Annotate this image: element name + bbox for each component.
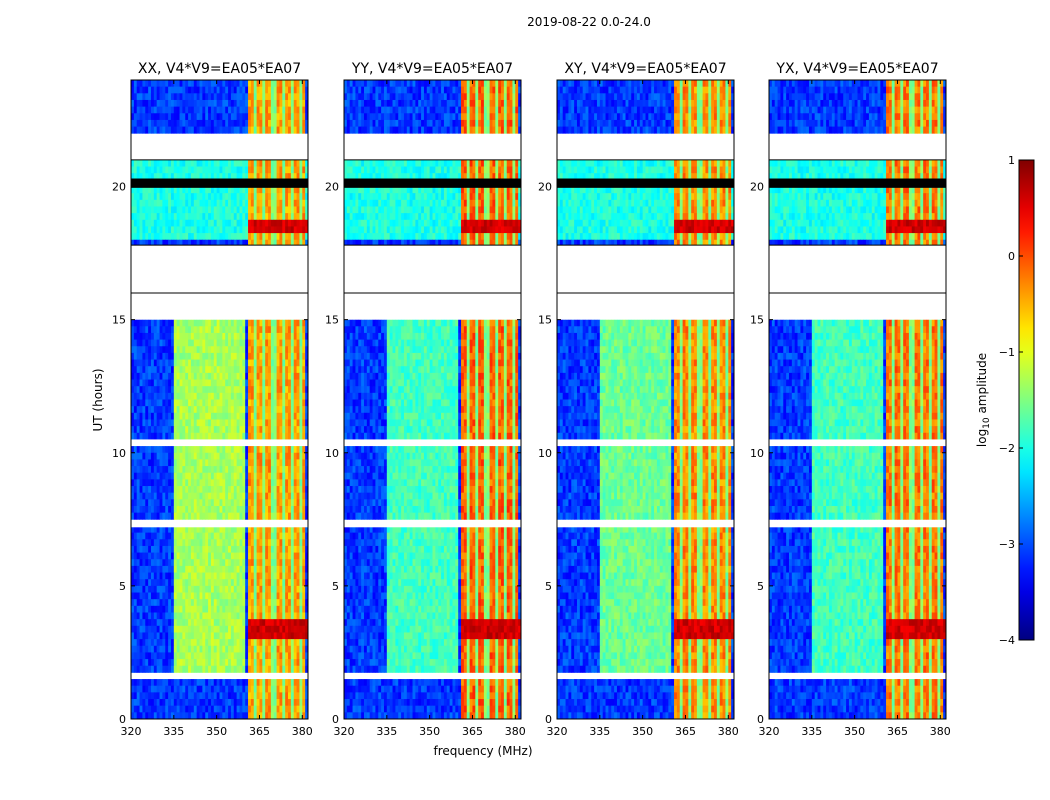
panel-title: XY, V4*V9=EA05*EA07 bbox=[564, 61, 726, 77]
colorbar: 1 0 −1 −2 −3 −4 bbox=[999, 154, 1035, 647]
x-tick-label: 320 bbox=[547, 725, 568, 738]
colorbar-tick-label: 0 bbox=[1008, 250, 1015, 263]
y-tick-label: 20 bbox=[325, 181, 339, 194]
flagged-band bbox=[769, 673, 946, 678]
x-tick-label: 380 bbox=[292, 725, 313, 738]
y-tick-label: 0 bbox=[757, 713, 764, 726]
panel-4: YX, V4*V9=EA05*EA07 320 335 350 365 380 0 5 10 15… bbox=[750, 61, 951, 738]
flagged-band bbox=[769, 135, 946, 160]
y-tick-label: 10 bbox=[112, 447, 126, 460]
flagged-band bbox=[344, 135, 521, 160]
y-tick-label: 5 bbox=[545, 580, 552, 593]
x-tick-label: 380 bbox=[930, 725, 951, 738]
y-tick-label: 10 bbox=[538, 447, 552, 460]
flagged-band bbox=[131, 673, 308, 678]
x-tick-label: 320 bbox=[121, 725, 142, 738]
x-tick-label: 350 bbox=[419, 725, 440, 738]
y-tick-label: 5 bbox=[119, 580, 126, 593]
panel-frame bbox=[343, 79, 522, 720]
x-tick-label: 380 bbox=[718, 725, 739, 738]
flagged-band bbox=[769, 245, 946, 320]
y-tick-label: 0 bbox=[119, 713, 126, 726]
flagged-band bbox=[344, 673, 521, 678]
colorbar-label-subscript: 10 bbox=[982, 417, 992, 429]
x-tick-label: 320 bbox=[334, 725, 355, 738]
y-tick-label: 20 bbox=[750, 181, 764, 194]
panel-3: XY, V4*V9=EA05*EA07 320 335 350 365 380 0 5 10 15… bbox=[538, 61, 739, 738]
y-tick-label: 15 bbox=[538, 314, 552, 327]
flagged-band bbox=[131, 135, 308, 160]
y-tick-label: 0 bbox=[332, 713, 339, 726]
panel-title: XX, V4*V9=EA05*EA07 bbox=[138, 61, 301, 77]
y-tick-label: 5 bbox=[332, 580, 339, 593]
x-tick-label: 350 bbox=[206, 725, 227, 738]
panel-heatmap bbox=[131, 80, 308, 719]
flagged-band bbox=[131, 520, 308, 528]
y-tick-label: 0 bbox=[545, 713, 552, 726]
flagged-band bbox=[344, 439, 521, 445]
flagged-band bbox=[131, 245, 308, 320]
y-tick-label: 15 bbox=[325, 314, 339, 327]
flagged-band bbox=[344, 520, 521, 528]
panel-heatmap bbox=[344, 80, 521, 719]
x-tick-label: 365 bbox=[249, 725, 270, 738]
y-tick-label: 20 bbox=[112, 181, 126, 194]
flagged-band bbox=[557, 520, 734, 528]
x-tick-label: 365 bbox=[887, 725, 908, 738]
x-tick-label: 335 bbox=[163, 725, 184, 738]
x-axis-label: frequency (MHz) bbox=[433, 744, 532, 758]
y-tick-label: 10 bbox=[325, 447, 339, 460]
figure-suptitle: 2019-08-22 0.0-24.0 bbox=[527, 15, 651, 29]
x-tick-label: 320 bbox=[759, 725, 780, 738]
panel-frame bbox=[768, 79, 947, 720]
x-tick-label: 335 bbox=[589, 725, 610, 738]
flagged-band bbox=[557, 135, 734, 160]
flagged-row bbox=[344, 178, 521, 188]
x-tick-label: 335 bbox=[801, 725, 822, 738]
flagged-row bbox=[131, 178, 308, 188]
colorbar-tick-label: −4 bbox=[999, 634, 1015, 647]
panel-frame bbox=[556, 79, 735, 720]
flagged-band bbox=[557, 245, 734, 320]
flagged-band bbox=[131, 439, 308, 445]
y-tick-label: 5 bbox=[757, 580, 764, 593]
y-tick-label: 15 bbox=[750, 314, 764, 327]
colorbar-gradient bbox=[1018, 159, 1035, 641]
flagged-band bbox=[769, 520, 946, 528]
colorbar-tick-label: −2 bbox=[999, 442, 1015, 455]
flagged-row bbox=[557, 178, 734, 188]
flagged-band bbox=[557, 673, 734, 678]
panel-title: YX, V4*V9=EA05*EA07 bbox=[775, 61, 938, 77]
panel-frame bbox=[130, 79, 309, 720]
x-tick-label: 365 bbox=[675, 725, 696, 738]
flagged-band bbox=[557, 439, 734, 445]
x-tick-label: 365 bbox=[462, 725, 483, 738]
flagged-row bbox=[769, 178, 946, 188]
panel-heatmap bbox=[557, 80, 734, 719]
colorbar-tick-label: −3 bbox=[999, 538, 1015, 551]
colorbar-tick-label: 1 bbox=[1008, 154, 1015, 167]
colorbar-tick-label: −1 bbox=[999, 346, 1015, 359]
y-tick-label: 20 bbox=[538, 181, 552, 194]
colorbar-label: log10 amplitude bbox=[975, 353, 992, 447]
y-tick-label: 15 bbox=[112, 314, 126, 327]
flagged-band bbox=[344, 245, 521, 320]
x-tick-label: 335 bbox=[376, 725, 397, 738]
x-tick-label: 350 bbox=[844, 725, 865, 738]
colorbar-label-log: log bbox=[975, 429, 989, 447]
panels: XX, V4*V9=EA05*EA07 320 335 350 365 380 0 5 10 15… bbox=[112, 61, 951, 738]
panel-1: XX, V4*V9=EA05*EA07 320 335 350 365 380 0 5 10 15… bbox=[112, 61, 313, 738]
panel-2: YY, V4*V9=EA05*EA07 320 335 350 365 380 0 5 10 15… bbox=[325, 61, 526, 738]
panel-heatmap bbox=[769, 80, 946, 719]
colorbar-label-rest: amplitude bbox=[975, 353, 989, 417]
y-tick-label: 10 bbox=[750, 447, 764, 460]
y-axis-label: UT (hours) bbox=[91, 368, 105, 431]
panel-title: YY, V4*V9=EA05*EA07 bbox=[351, 61, 513, 77]
flagged-band bbox=[769, 439, 946, 445]
x-tick-label: 380 bbox=[505, 725, 526, 738]
x-tick-label: 350 bbox=[632, 725, 653, 738]
